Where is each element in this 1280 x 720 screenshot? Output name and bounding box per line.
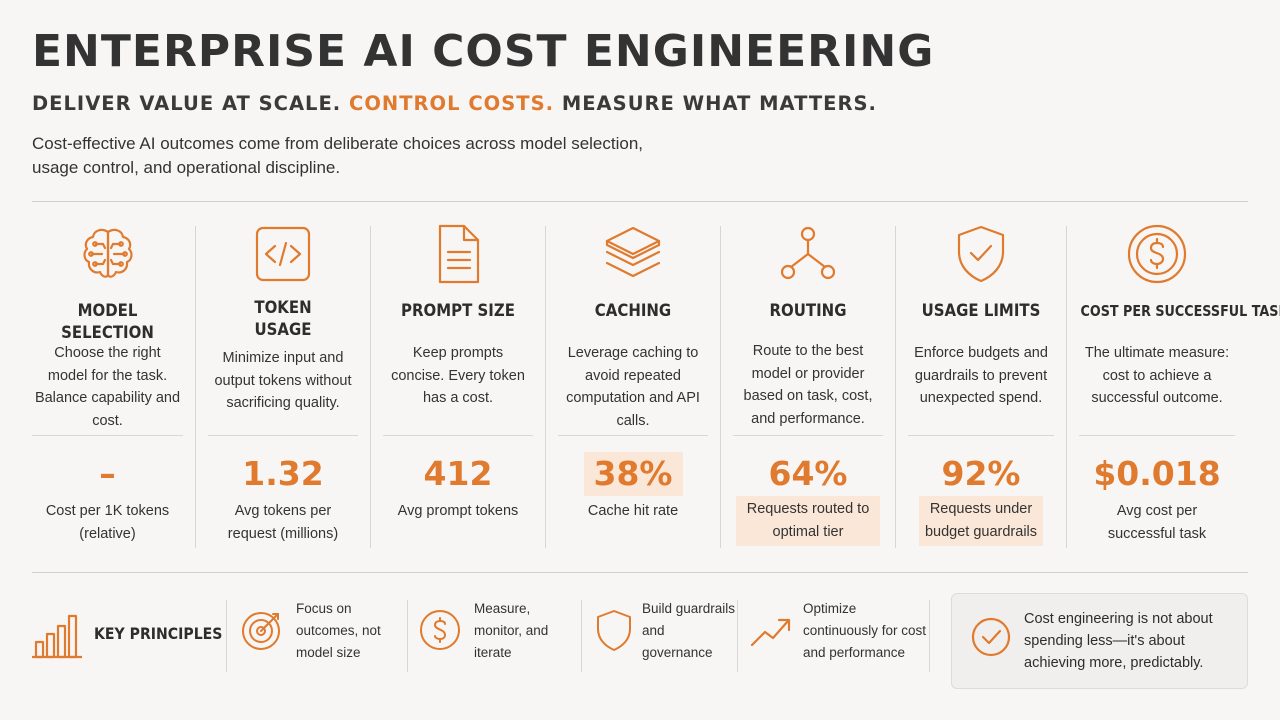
key-principles-title: KEY PRINCIPLES [94,624,223,643]
metric-description: Enforce budgets and guardrails to preven… [914,345,1048,406]
metric-divider [32,435,183,436]
metric-value: 38% [546,452,720,496]
bar-chart-icon [30,602,84,662]
metric-title: MODEL SELECTION [61,301,154,343]
metric-description: Keep prompts concise. Every token has a … [391,345,525,406]
metric-value: 92% [941,454,1021,493]
metric-value: 1.32 [242,454,324,493]
metric-label-highlight: Requests under budget guardrails [919,496,1043,546]
metric-card-token-usage: TOKEN USAGE Minimize input and output to… [196,222,370,552]
metric-card-model-selection: MODEL SELECTION Choose the right model f… [20,222,195,552]
metric-label: Cache hit rate [587,503,679,519]
metric-title: CACHING [594,301,672,321]
metric-card-prompt-size: PROMPT SIZE Keep prompts concise. Every … [371,222,545,552]
principle-divider [226,600,227,672]
metrics-grid: MODEL SELECTION Choose the right model f… [20,222,1280,552]
brain-icon [76,222,140,286]
metric-description: Minimize input and output tokens without… [214,350,352,411]
target-icon [240,608,284,652]
metric-card-cost-per-task: COST PER SUCCESSFUL TASK The ultimate me… [1067,222,1280,552]
column-divider [1066,226,1067,548]
top-divider [32,201,1248,202]
key-principles-bar: KEY PRINCIPLES Focus on outcomes, not mo… [0,590,1280,700]
metric-title: TOKEN USAGE [254,298,312,340]
document-icon [426,222,490,286]
metric-title: PROMPT SIZE [401,301,515,321]
routing-icon [776,222,840,286]
check-circle-icon [970,616,1012,658]
trend-up-icon [749,608,793,652]
metric-value-highlight: 38% [583,452,683,496]
metric-label: Requests routed to optimal tier [721,496,895,546]
callout-text: Cost engineering is not about spending l… [1024,611,1213,671]
principle-divider [929,600,930,672]
shield-check-icon [949,222,1013,286]
column-divider [545,226,546,548]
metric-value: 64% [768,454,848,493]
column-divider [195,226,196,548]
metric-card-caching: CACHING Leverage caching to avoid repeat… [546,222,720,552]
metric-divider [733,435,883,436]
column-divider [720,226,721,548]
principle-item: Focus on outcomes, not model size [240,600,410,672]
principle-item: Build guardrails and governance [592,600,742,672]
metric-label-highlight: Requests routed to optimal tier [736,496,880,546]
subtitle-part-2: MEASURE WHAT MATTERS. [561,92,877,115]
metric-label: Avg tokens per request (millions) [227,503,339,542]
metric-description: Choose the right model for the task. Bal… [34,345,181,429]
column-divider [895,226,896,548]
principle-item: Measure, monitor, and iterate [418,600,588,672]
metric-title: COST PER SUCCESSFUL TASK [1080,302,1280,320]
metric-description: Leverage caching to avoid repeated compu… [566,345,700,429]
column-divider [370,226,371,548]
metric-title: ROUTING [769,301,847,321]
metric-divider [208,435,358,436]
metric-value: 412 [423,454,493,493]
page-title: ENTERPRISE AI COST ENGINEERING [32,26,935,77]
principle-item: Optimize continuously for cost and perfo… [749,600,929,672]
metric-divider [558,435,708,436]
metric-description: Route to the best model or provider base… [743,343,873,427]
metric-divider [1079,435,1235,436]
principle-text: Optimize continuously for cost and perfo… [803,601,927,660]
principle-text: Focus on outcomes, not model size [296,601,381,660]
page-subtitle: DELIVER VALUE AT SCALE. CONTROL COSTS. M… [32,92,877,115]
metric-label: Requests under budget guardrails [896,496,1066,546]
intro-text: Cost-effective AI outcomes come from del… [32,134,644,177]
principle-divider [407,600,408,672]
callout-box: Cost engineering is not about spending l… [951,593,1248,689]
middle-divider [32,572,1248,573]
metric-card-usage-limits: USAGE LIMITS Enforce budgets and guardra… [896,222,1066,552]
subtitle-accent: CONTROL COSTS. [349,92,555,115]
metric-description: The ultimate measure: cost to achieve a … [1084,345,1230,406]
metric-divider [383,435,533,436]
principle-divider [581,600,582,672]
metric-label: Avg prompt tokens [397,503,519,519]
dollar-coin-icon [1125,222,1189,286]
shield-icon [592,608,636,652]
metric-title: USAGE LIMITS [921,301,1041,321]
code-icon [251,222,315,286]
metric-label: Cost per 1K tokens (relative) [45,503,170,542]
principle-text: Measure, monitor, and iterate [474,601,549,660]
metric-value: $0.018 [1093,454,1221,493]
metric-label: Avg cost per successful task [1107,503,1207,542]
metric-card-routing: ROUTING Route to the best model or provi… [721,222,895,552]
dollar-icon [418,608,462,652]
subtitle-part-1: DELIVER VALUE AT SCALE. [32,92,342,115]
layers-icon [601,222,665,286]
principle-text: Build guardrails and governance [642,601,736,660]
metric-value: – [99,454,116,493]
principle-divider [737,600,738,672]
metric-divider [908,435,1054,436]
